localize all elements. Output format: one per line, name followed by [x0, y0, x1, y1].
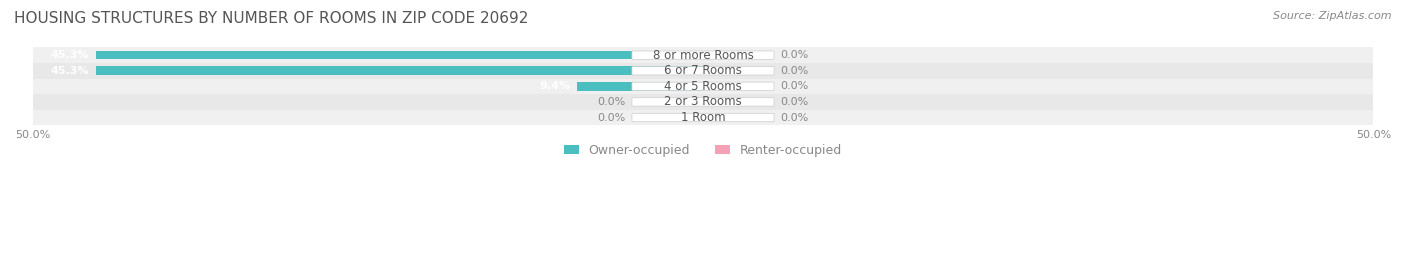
Text: 45.3%: 45.3% — [51, 66, 89, 76]
FancyBboxPatch shape — [631, 113, 775, 122]
Text: 0.0%: 0.0% — [780, 97, 808, 107]
Bar — [32, 63, 1374, 79]
Text: 0.0%: 0.0% — [598, 97, 626, 107]
FancyBboxPatch shape — [631, 67, 775, 75]
Text: Source: ZipAtlas.com: Source: ZipAtlas.com — [1274, 11, 1392, 21]
Bar — [32, 48, 1374, 63]
Bar — [32, 110, 1374, 125]
Bar — [32, 94, 1374, 110]
Text: 2 or 3 Rooms: 2 or 3 Rooms — [664, 95, 742, 109]
Text: 9.4%: 9.4% — [538, 81, 571, 91]
Text: 0.0%: 0.0% — [780, 50, 808, 60]
Text: 8 or more Rooms: 8 or more Rooms — [652, 49, 754, 62]
Text: 6 or 7 Rooms: 6 or 7 Rooms — [664, 64, 742, 77]
Bar — [96, 66, 703, 75]
Text: 0.0%: 0.0% — [780, 81, 808, 91]
FancyBboxPatch shape — [631, 98, 775, 106]
FancyBboxPatch shape — [631, 51, 775, 59]
Legend: Owner-occupied, Renter-occupied: Owner-occupied, Renter-occupied — [558, 139, 848, 162]
Text: 4 or 5 Rooms: 4 or 5 Rooms — [664, 80, 742, 93]
Text: 45.3%: 45.3% — [51, 50, 89, 60]
Bar — [96, 51, 703, 59]
Bar — [32, 79, 1374, 94]
Text: HOUSING STRUCTURES BY NUMBER OF ROOMS IN ZIP CODE 20692: HOUSING STRUCTURES BY NUMBER OF ROOMS IN… — [14, 11, 529, 26]
FancyBboxPatch shape — [631, 82, 775, 90]
Text: 1 Room: 1 Room — [681, 111, 725, 124]
Bar — [576, 82, 703, 91]
Text: 0.0%: 0.0% — [780, 66, 808, 76]
Text: 0.0%: 0.0% — [780, 113, 808, 123]
Text: 0.0%: 0.0% — [598, 113, 626, 123]
